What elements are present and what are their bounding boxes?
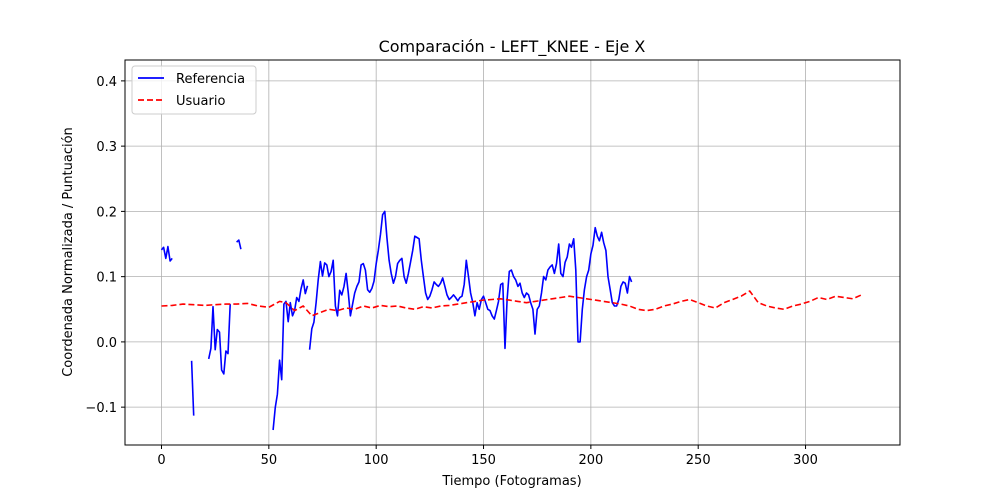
- y-tick-label: 0.3: [96, 140, 117, 155]
- x-tick-label: 100: [364, 453, 389, 468]
- x-tick-label: 200: [578, 453, 603, 468]
- x-tick-label: 300: [793, 453, 818, 468]
- x-tick-label: 150: [471, 453, 496, 468]
- series-referencia-segment: [160, 245, 173, 262]
- legend: Referencia Usuario: [131, 65, 257, 115]
- y-tick-label: 0.2: [96, 205, 117, 220]
- series-referencia-segment: [236, 239, 242, 250]
- x-tick-label: 50: [261, 453, 278, 468]
- y-tick-label: 0.1: [96, 271, 117, 286]
- chart-title: Comparación - LEFT_KNEE - Eje X: [379, 37, 646, 57]
- series-referencia-segment: [190, 360, 195, 416]
- grid: [125, 60, 900, 445]
- y-tick-label: −0.1: [85, 401, 117, 416]
- x-tick-label: 250: [686, 453, 711, 468]
- series-referencia-segment: [308, 210, 633, 350]
- x-axis-ticks: 0 50 100 150 200 250 300: [157, 445, 818, 468]
- x-tick-label: 0: [157, 453, 165, 468]
- series-usuario-line: [161, 290, 862, 317]
- legend-label-usuario: Usuario: [176, 94, 225, 109]
- legend-label-referencia: Referencia: [176, 72, 245, 87]
- y-tick-label: 0.0: [96, 336, 117, 351]
- plot-area: [160, 210, 862, 431]
- y-tick-label: 0.4: [96, 75, 117, 90]
- series-referencia-segment: [272, 279, 309, 431]
- y-axis-ticks: −0.1 0.0 0.1 0.2 0.3 0.4: [85, 75, 125, 416]
- y-axis-label: Coordenada Normalizada / Puntuación: [61, 127, 76, 377]
- series-referencia-segment: [207, 304, 231, 375]
- x-axis-label: Tiempo (Fotogramas): [441, 474, 581, 489]
- plot-frame: [124, 59, 901, 446]
